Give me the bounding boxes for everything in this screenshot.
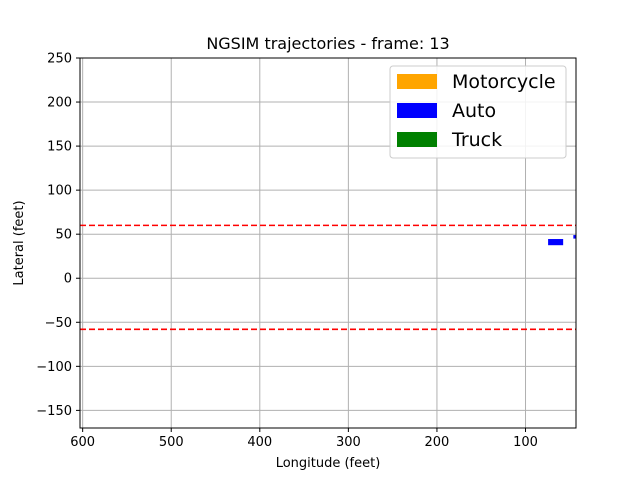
x-axis-label: Longitude (feet) [276, 456, 381, 471]
legend-entry-label: Motorcycle [452, 71, 556, 93]
y-tick-label: −150 [36, 404, 72, 419]
y-axis-ticks: 250 200 150 100 50 0 −50 −100 −150 [36, 52, 80, 419]
y-tick-label: −100 [36, 360, 72, 375]
legend-swatch [397, 103, 437, 118]
x-tick-label: 500 [159, 435, 184, 450]
y-tick-label: 250 [47, 52, 72, 67]
legend-entry-label: Auto [452, 100, 496, 122]
lane-boundaries [80, 224, 576, 331]
y-tick-label: 0 [64, 272, 72, 287]
y-tick-label: 150 [47, 140, 72, 155]
y-tick-label: 50 [55, 228, 72, 243]
legend-swatch [397, 132, 437, 147]
plot-frame [79, 57, 577, 429]
x-tick-label: 300 [336, 435, 361, 450]
y-tick-label: 100 [47, 184, 72, 199]
x-tick-label: 400 [247, 435, 272, 450]
y-tick-label: −50 [45, 316, 72, 331]
x-axis-ticks: 600 500 400 300 200 100 [70, 428, 538, 450]
x-tick-label: 200 [425, 435, 450, 450]
vehicle-marker [548, 239, 564, 246]
chart-title: NGSIM trajectories - frame: 13 [206, 34, 449, 53]
y-tick-label: 200 [47, 96, 72, 111]
x-tick-label: 600 [70, 435, 95, 450]
vehicles [548, 235, 576, 246]
legend: Motorcycle Auto Truck [389, 65, 567, 159]
vehicle-marker [573, 235, 576, 239]
x-tick-label: 100 [513, 435, 538, 450]
y-axis-label: Lateral (feet) [12, 200, 27, 285]
legend-swatch [397, 74, 437, 89]
legend-entry-label: Truck [451, 129, 502, 151]
